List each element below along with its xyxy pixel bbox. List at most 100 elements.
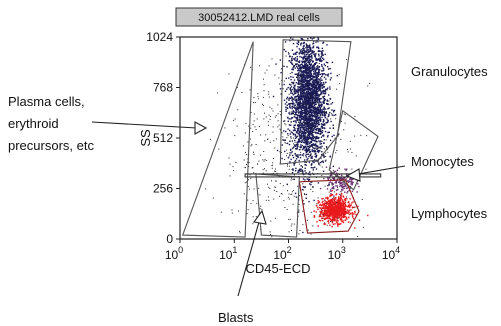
event-dot	[333, 191, 335, 193]
event-dot	[318, 47, 320, 49]
event-dot	[315, 78, 318, 80]
event-dot	[301, 78, 303, 81]
event-dot	[299, 94, 301, 96]
event-dot	[319, 113, 322, 116]
event-dot	[302, 131, 304, 133]
event-dot	[304, 105, 307, 107]
event-dot	[344, 201, 346, 204]
event-dot	[301, 113, 303, 116]
event-dot	[309, 108, 312, 111]
event-dot	[316, 141, 318, 143]
event-dot	[251, 144, 253, 146]
event-dot	[307, 124, 310, 127]
event-dot	[340, 177, 342, 179]
event-dot	[312, 66, 314, 68]
event-dot	[299, 168, 301, 170]
event-dot	[303, 41, 305, 44]
event-dot	[350, 209, 352, 211]
event-dot	[311, 105, 314, 107]
event-dot	[319, 210, 321, 213]
event-dot	[262, 172, 264, 174]
event-dot	[319, 141, 321, 143]
event-dot	[306, 111, 308, 113]
event-dot	[289, 89, 291, 91]
event-dot	[348, 211, 351, 213]
event-dot	[312, 82, 314, 84]
event-dot	[315, 121, 317, 123]
event-dot	[319, 207, 321, 209]
event-dot	[294, 124, 297, 126]
event-dot	[334, 197, 336, 199]
event-dot	[328, 100, 330, 102]
event-dot	[305, 107, 307, 109]
event-dot	[345, 178, 348, 180]
event-dot	[285, 55, 287, 57]
event-dot	[306, 149, 308, 151]
event-dot	[335, 209, 337, 212]
event-dot	[296, 58, 299, 60]
event-dot	[298, 108, 300, 110]
event-dot	[301, 136, 302, 138]
event-dot	[243, 159, 245, 161]
event-dot	[294, 73, 296, 75]
event-dot	[287, 86, 289, 89]
event-dot	[288, 83, 291, 86]
event-dot	[320, 130, 322, 133]
event-dot	[310, 119, 312, 121]
event-dot	[306, 219, 308, 221]
event-dot	[320, 207, 322, 209]
event-dot	[306, 109, 308, 111]
event-dot	[309, 47, 312, 49]
event-dot	[308, 149, 311, 151]
event-dot	[341, 186, 343, 188]
event-dot	[325, 166, 328, 168]
event-dot	[308, 109, 311, 112]
event-dot	[336, 207, 339, 209]
event-dot	[342, 196, 345, 198]
event-dot	[275, 171, 277, 172]
event-dot	[344, 198, 346, 201]
event-dot	[312, 139, 314, 142]
event-dot	[342, 186, 344, 189]
event-dot	[324, 160, 327, 162]
event-dot	[294, 159, 297, 162]
event-dot	[305, 130, 307, 131]
event-dot	[316, 118, 318, 120]
event-dot	[304, 136, 306, 138]
event-dot	[321, 141, 323, 143]
event-dot	[305, 113, 308, 115]
event-dot	[308, 131, 310, 133]
event-dot	[315, 110, 318, 112]
event-dot	[317, 200, 319, 202]
event-dot	[351, 212, 354, 214]
event-dot	[247, 209, 249, 211]
event-dot	[301, 86, 304, 88]
annotation-granulocytes: Granulocytes	[411, 64, 488, 79]
event-dot	[303, 120, 305, 122]
event-dot	[312, 135, 314, 137]
event-dot	[343, 213, 345, 215]
event-dot	[313, 83, 315, 85]
event-dot	[280, 72, 282, 74]
event-dot	[306, 57, 309, 59]
event-dot	[294, 84, 296, 86]
event-dot	[310, 233, 312, 235]
event-dot	[249, 89, 251, 91]
event-dot	[303, 81, 305, 83]
event-dot	[285, 142, 287, 144]
event-dot	[324, 202, 327, 204]
event-dot	[320, 140, 322, 142]
event-dot	[299, 80, 302, 83]
event-dot	[304, 55, 306, 57]
event-dot	[298, 209, 300, 211]
event-dot	[313, 91, 316, 93]
event-dot	[288, 156, 290, 158]
event-dot	[283, 130, 285, 132]
event-dot	[292, 178, 294, 180]
event-dot	[318, 149, 320, 152]
event-dot	[297, 67, 299, 69]
event-dot	[317, 117, 319, 119]
event-dot	[303, 124, 305, 126]
event-dot	[297, 78, 299, 80]
event-dot	[294, 129, 296, 132]
